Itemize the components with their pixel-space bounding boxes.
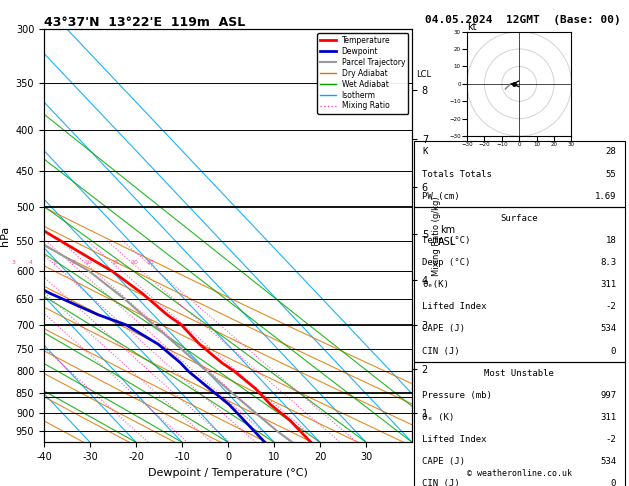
Text: 311: 311 (600, 413, 616, 422)
Text: 8: 8 (72, 260, 75, 265)
Text: 4: 4 (28, 260, 33, 265)
Text: 18: 18 (606, 236, 616, 245)
Text: PW (cm): PW (cm) (422, 191, 460, 201)
Text: 1.69: 1.69 (594, 191, 616, 201)
Text: kt: kt (467, 21, 477, 32)
Text: 15: 15 (111, 260, 119, 265)
Text: Pressure (mb): Pressure (mb) (422, 391, 492, 400)
Text: Most Unstable: Most Unstable (484, 368, 554, 378)
Text: CAPE (J): CAPE (J) (422, 457, 465, 466)
Text: 28: 28 (606, 147, 616, 156)
Text: 0: 0 (611, 479, 616, 486)
Bar (414, 208, 625, 362)
Text: Surface: Surface (501, 214, 538, 223)
Text: 25: 25 (147, 260, 155, 265)
Text: CAPE (J): CAPE (J) (422, 324, 465, 333)
Y-axis label: km
ASL: km ASL (438, 225, 457, 246)
Text: 04.05.2024  12GMT  (Base: 00): 04.05.2024 12GMT (Base: 00) (425, 15, 620, 25)
Text: 55: 55 (606, 170, 616, 179)
Text: 997: 997 (600, 391, 616, 400)
Text: 6: 6 (53, 260, 57, 265)
Text: 43°37'N  13°22'E  119m  ASL: 43°37'N 13°22'E 119m ASL (44, 16, 245, 29)
Text: θₑ (K): θₑ (K) (422, 413, 455, 422)
Text: Temp (°C): Temp (°C) (422, 236, 470, 245)
Text: CIN (J): CIN (J) (422, 479, 460, 486)
Text: Mixing Ratio (g/kg): Mixing Ratio (g/kg) (432, 196, 441, 276)
Y-axis label: hPa: hPa (0, 226, 10, 246)
Legend: Temperature, Dewpoint, Parcel Trajectory, Dry Adiabat, Wet Adiabat, Isotherm, Mi: Temperature, Dewpoint, Parcel Trajectory… (317, 33, 408, 114)
Text: CIN (J): CIN (J) (422, 347, 460, 356)
Text: -2: -2 (606, 435, 616, 444)
Text: Lifted Index: Lifted Index (422, 302, 487, 312)
Text: K: K (422, 147, 428, 156)
Text: 20: 20 (131, 260, 139, 265)
Text: © weatheronline.co.uk: © weatheronline.co.uk (467, 469, 572, 478)
Text: 3: 3 (12, 260, 16, 265)
Text: 8.3: 8.3 (600, 258, 616, 267)
Text: Lifted Index: Lifted Index (422, 435, 487, 444)
Bar (414, 362, 625, 486)
Text: Dewp (°C): Dewp (°C) (422, 258, 470, 267)
Text: 534: 534 (600, 457, 616, 466)
Text: 0: 0 (611, 347, 616, 356)
Text: -2: -2 (606, 302, 616, 312)
Text: Totals Totals: Totals Totals (422, 170, 492, 179)
Text: 534: 534 (600, 324, 616, 333)
Text: 10: 10 (84, 260, 92, 265)
Text: 311: 311 (600, 280, 616, 289)
Text: LCL: LCL (416, 70, 431, 79)
Text: θₑ(K): θₑ(K) (422, 280, 449, 289)
Bar (414, 141, 625, 208)
X-axis label: Dewpoint / Temperature (°C): Dewpoint / Temperature (°C) (148, 468, 308, 478)
